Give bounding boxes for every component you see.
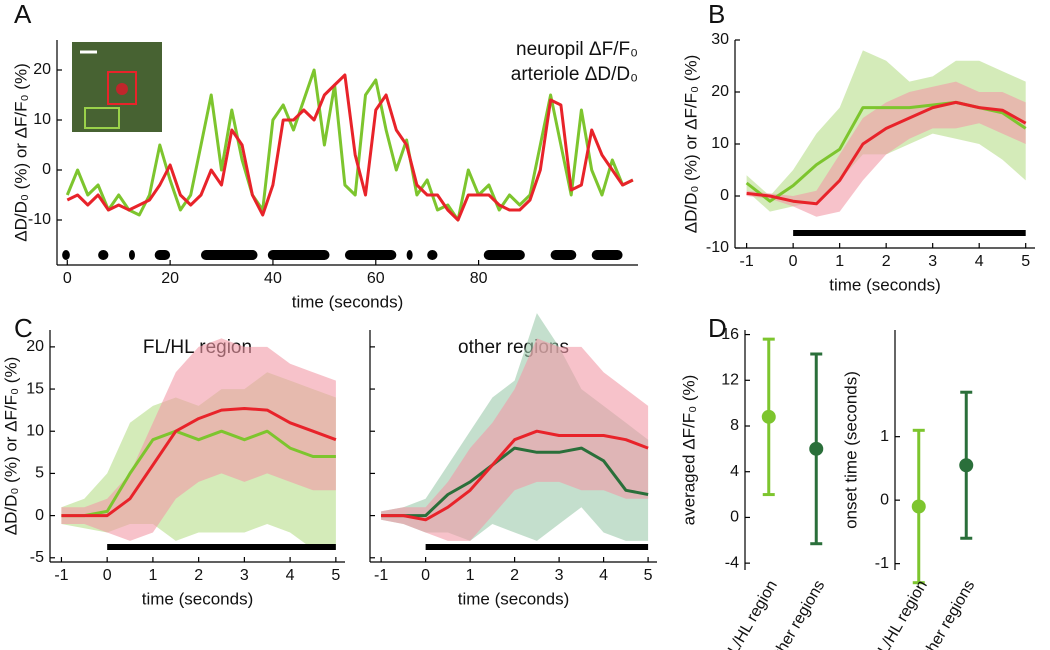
mean-point <box>809 441 824 456</box>
event-marker <box>267 250 330 260</box>
y-tick-label: 0 <box>720 187 729 204</box>
y-axis-label: averaged ΔF/F₀ (%) <box>679 375 698 526</box>
x-tick-label: 2 <box>882 253 891 270</box>
y-axis-label: onset time (seconds) <box>841 371 860 529</box>
y-tick-label: 16 <box>721 326 739 343</box>
event-marker <box>406 250 413 260</box>
series-line <box>65 68 634 222</box>
y-tick-label: 30 <box>711 31 729 48</box>
arteriole-roi <box>107 71 137 105</box>
panel-label: C <box>14 313 33 343</box>
x-axis-label: time (seconds) <box>142 589 253 608</box>
event-marker <box>550 250 577 260</box>
y-axis-label: ΔD/D₀ (%) or ΔF/F₀ (%) <box>11 63 30 241</box>
y-tick-label: -10 <box>28 211 51 228</box>
x-tick-label: 3 <box>928 253 937 270</box>
stimulus-bar <box>107 544 336 550</box>
event-marker <box>62 250 70 260</box>
mean-point <box>761 409 776 424</box>
x-tick-label: FL/HL region <box>870 578 931 650</box>
y-tick-label: 0 <box>35 507 44 524</box>
mean-point <box>959 458 974 473</box>
x-tick-label: 5 <box>1021 253 1030 270</box>
event-marker <box>200 250 258 260</box>
y-tick-label: -1 <box>875 555 889 572</box>
series-line <box>381 446 649 518</box>
x-axis-label: time (seconds) <box>458 589 569 608</box>
x-tick-label: FL/HL region <box>720 578 781 650</box>
event-marker <box>128 250 135 260</box>
x-tick-label: 0 <box>103 567 112 584</box>
x-tick-label: 1 <box>148 567 157 584</box>
y-tick-label: -5 <box>30 549 44 566</box>
x-tick-label: 3 <box>555 567 564 584</box>
x-tick-label: 5 <box>331 567 340 584</box>
x-tick-label: 2 <box>510 567 519 584</box>
x-tick-label: 4 <box>975 253 984 270</box>
event-marker <box>154 250 171 260</box>
x-tick-label: 1 <box>835 253 844 270</box>
x-tick-label: 1 <box>466 567 475 584</box>
y-tick-label: 1 <box>880 428 889 445</box>
mean-point <box>911 499 926 514</box>
arteriole <box>116 83 128 95</box>
event-marker <box>591 250 623 260</box>
y-tick-label: 20 <box>33 61 51 78</box>
inset-image <box>72 42 162 132</box>
x-axis-label: time (seconds) <box>292 292 403 311</box>
x-tick-label: 4 <box>286 567 295 584</box>
event-marker <box>344 250 397 260</box>
x-tick-label: 2 <box>194 567 203 584</box>
y-tick-label: 0 <box>880 491 889 508</box>
y-tick-label: -4 <box>725 554 739 571</box>
y-tick-label: -10 <box>706 239 729 256</box>
x-tick-label: 4 <box>599 567 608 584</box>
series-line <box>66 73 634 222</box>
x-tick-label: -1 <box>740 253 754 270</box>
x-tick-label: 80 <box>470 270 488 287</box>
stimulus-bar <box>425 544 649 550</box>
stimulus-bar <box>793 230 1026 236</box>
x-tick-label: 0 <box>789 253 798 270</box>
series-line <box>61 429 336 518</box>
y-tick-label: 10 <box>711 135 729 152</box>
y-axis-label: ΔD/D₀ (%) or ΔF/F₀ (%) <box>1 357 20 535</box>
y-tick-label: 10 <box>26 422 44 439</box>
y-tick-label: 12 <box>721 372 739 389</box>
x-tick-label: 20 <box>161 270 179 287</box>
error-band <box>746 81 1026 217</box>
legend-entry: arteriole ΔD/D₀ <box>511 64 638 85</box>
panel-label: D <box>708 313 727 343</box>
y-tick-label: 0 <box>42 161 51 178</box>
y-axis-label: ΔD/D₀ (%) or ΔF/F₀ (%) <box>681 55 700 233</box>
legend-entry: neuropil ΔF/F₀ <box>516 39 638 60</box>
y-tick-label: 8 <box>730 417 739 434</box>
event-marker <box>483 250 525 260</box>
event-marker <box>427 250 438 260</box>
x-tick-label: 0 <box>421 567 430 584</box>
y-tick-label: 4 <box>730 463 739 480</box>
panel-label: B <box>708 0 725 29</box>
series-line <box>381 429 649 522</box>
x-tick-label: 60 <box>367 270 385 287</box>
neuropil-roi <box>84 107 120 129</box>
y-tick-label: 5 <box>35 465 44 482</box>
x-tick-label: 40 <box>264 270 282 287</box>
y-tick-label: 10 <box>33 111 51 128</box>
event-marker <box>98 250 109 260</box>
x-tick-label: 3 <box>240 567 249 584</box>
series-line <box>746 100 1027 206</box>
x-tick-label: -1 <box>374 567 388 584</box>
y-tick-label: 20 <box>26 338 44 355</box>
x-tick-label: -1 <box>54 567 68 584</box>
panel-label: A <box>14 0 32 29</box>
y-tick-label: 0 <box>730 509 739 526</box>
x-tick-label: 0 <box>63 270 72 287</box>
y-tick-label: 15 <box>26 380 44 397</box>
y-tick-label: 20 <box>711 83 729 100</box>
series-line <box>61 407 337 518</box>
x-tick-label: 5 <box>644 567 653 584</box>
x-axis-label: time (seconds) <box>829 275 940 294</box>
